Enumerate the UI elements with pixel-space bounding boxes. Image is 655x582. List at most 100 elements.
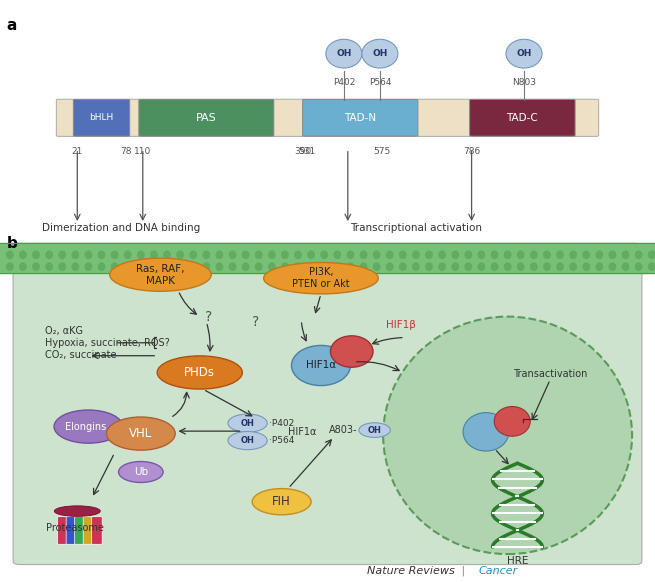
Ellipse shape — [255, 250, 263, 259]
Ellipse shape — [362, 40, 398, 68]
Ellipse shape — [648, 250, 655, 259]
Ellipse shape — [229, 250, 236, 259]
Ellipse shape — [294, 262, 302, 271]
Text: TAD-N: TAD-N — [344, 113, 377, 123]
Text: OH: OH — [240, 436, 255, 445]
Ellipse shape — [252, 489, 311, 514]
Ellipse shape — [569, 262, 577, 271]
Ellipse shape — [255, 262, 263, 271]
Ellipse shape — [124, 262, 132, 271]
Ellipse shape — [71, 250, 79, 259]
Text: Ras, RAF,
MAPK: Ras, RAF, MAPK — [136, 264, 185, 286]
Ellipse shape — [491, 262, 498, 271]
Ellipse shape — [111, 250, 119, 259]
Ellipse shape — [346, 250, 354, 259]
FancyBboxPatch shape — [470, 100, 575, 136]
Text: HIF1α: HIF1α — [288, 427, 316, 437]
Text: PAS: PAS — [196, 113, 217, 123]
Ellipse shape — [648, 262, 655, 271]
Ellipse shape — [517, 250, 525, 259]
Text: Transactivation: Transactivation — [513, 369, 588, 379]
FancyBboxPatch shape — [75, 517, 85, 544]
Ellipse shape — [556, 250, 564, 259]
Text: Transcriptional activation: Transcriptional activation — [350, 223, 482, 233]
Ellipse shape — [438, 262, 446, 271]
Ellipse shape — [506, 40, 542, 68]
Ellipse shape — [622, 262, 629, 271]
Ellipse shape — [242, 250, 250, 259]
Ellipse shape — [463, 413, 509, 451]
Text: OH: OH — [516, 49, 532, 58]
Text: Hypoxia, succinate, ROS?: Hypoxia, succinate, ROS? — [45, 338, 169, 348]
FancyBboxPatch shape — [56, 99, 599, 136]
Text: 110: 110 — [134, 147, 151, 155]
Ellipse shape — [6, 250, 14, 259]
Ellipse shape — [176, 250, 184, 259]
Text: OH: OH — [367, 425, 382, 435]
Text: 786: 786 — [463, 147, 480, 155]
Text: ?: ? — [252, 315, 259, 329]
Ellipse shape — [386, 262, 394, 271]
FancyBboxPatch shape — [92, 517, 102, 544]
Ellipse shape — [543, 262, 551, 271]
Text: Dimerization and DNA binding: Dimerization and DNA binding — [42, 223, 200, 233]
Ellipse shape — [19, 262, 27, 271]
Ellipse shape — [464, 262, 472, 271]
Ellipse shape — [163, 262, 171, 271]
Text: HIF1β: HIF1β — [386, 320, 417, 331]
Ellipse shape — [425, 262, 433, 271]
Ellipse shape — [291, 346, 350, 386]
Ellipse shape — [608, 250, 616, 259]
Ellipse shape — [176, 262, 184, 271]
Text: b: b — [7, 236, 18, 251]
Ellipse shape — [383, 317, 632, 554]
Ellipse shape — [6, 262, 14, 271]
Text: ·P564: ·P564 — [269, 436, 294, 445]
Ellipse shape — [58, 262, 66, 271]
Ellipse shape — [202, 250, 210, 259]
Ellipse shape — [451, 262, 459, 271]
Ellipse shape — [137, 262, 145, 271]
Ellipse shape — [373, 262, 381, 271]
Ellipse shape — [556, 262, 564, 271]
Ellipse shape — [517, 262, 525, 271]
Ellipse shape — [111, 262, 119, 271]
Ellipse shape — [477, 250, 485, 259]
Ellipse shape — [595, 250, 603, 259]
Ellipse shape — [530, 262, 538, 271]
Ellipse shape — [464, 250, 472, 259]
Text: Elongins: Elongins — [65, 421, 105, 432]
FancyBboxPatch shape — [73, 100, 130, 136]
Text: A803-: A803- — [328, 425, 357, 435]
Ellipse shape — [438, 250, 446, 259]
Text: 390: 390 — [294, 147, 311, 155]
Ellipse shape — [373, 250, 381, 259]
Ellipse shape — [320, 262, 328, 271]
FancyBboxPatch shape — [83, 517, 94, 544]
Text: OH: OH — [372, 49, 388, 58]
Ellipse shape — [45, 262, 53, 271]
Ellipse shape — [491, 250, 498, 259]
FancyBboxPatch shape — [139, 100, 274, 136]
Ellipse shape — [294, 250, 302, 259]
Ellipse shape — [137, 250, 145, 259]
Ellipse shape — [595, 262, 603, 271]
Text: OH: OH — [240, 418, 255, 428]
Ellipse shape — [622, 250, 629, 259]
Ellipse shape — [84, 262, 92, 271]
Text: Proteasome: Proteasome — [46, 523, 103, 533]
Text: N803: N803 — [512, 78, 536, 87]
Ellipse shape — [242, 262, 250, 271]
Text: 575: 575 — [373, 147, 390, 155]
Ellipse shape — [228, 431, 267, 450]
Text: HIF1α: HIF1α — [306, 360, 336, 371]
Ellipse shape — [635, 262, 643, 271]
Ellipse shape — [71, 262, 79, 271]
FancyBboxPatch shape — [58, 517, 68, 544]
Ellipse shape — [477, 262, 485, 271]
Ellipse shape — [330, 336, 373, 367]
Ellipse shape — [412, 250, 420, 259]
Ellipse shape — [530, 250, 538, 259]
Ellipse shape — [84, 250, 92, 259]
Text: PHDs: PHDs — [184, 366, 215, 379]
